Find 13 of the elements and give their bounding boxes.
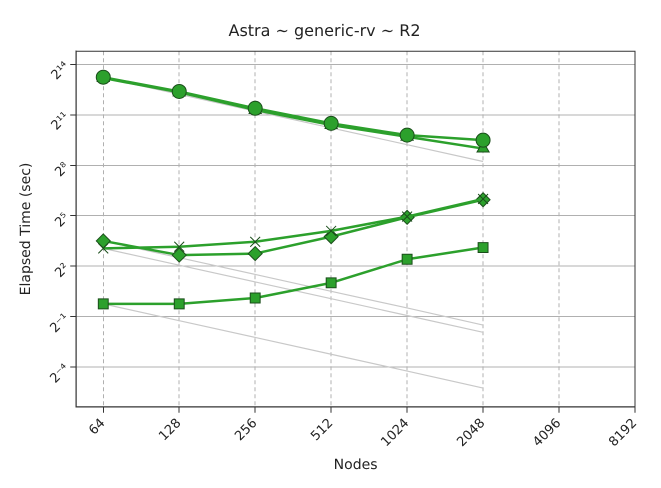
y-tick-label: 2¹⁴ [48, 59, 72, 84]
chart-title: Astra ~ generic-rv ~ R2 [228, 20, 421, 40]
x-tick-label: 128 [156, 416, 184, 444]
x-tick-label: 64 [86, 416, 108, 438]
y-tick-label: 2⁻⁴ [47, 361, 72, 386]
y-tick-label: 2⁻¹ [47, 311, 72, 336]
x-tick-label: 512 [308, 416, 336, 444]
y-tick-label: 2² [52, 260, 72, 281]
y-axis-title: Elapsed Time (sec) [18, 162, 34, 296]
x-axis-title: Nodes [334, 457, 378, 474]
y-tick-label: 2⁸ [52, 160, 72, 180]
y-tick-label: 2¹¹ [48, 110, 72, 134]
y-tick-label: 2⁵ [52, 210, 72, 230]
